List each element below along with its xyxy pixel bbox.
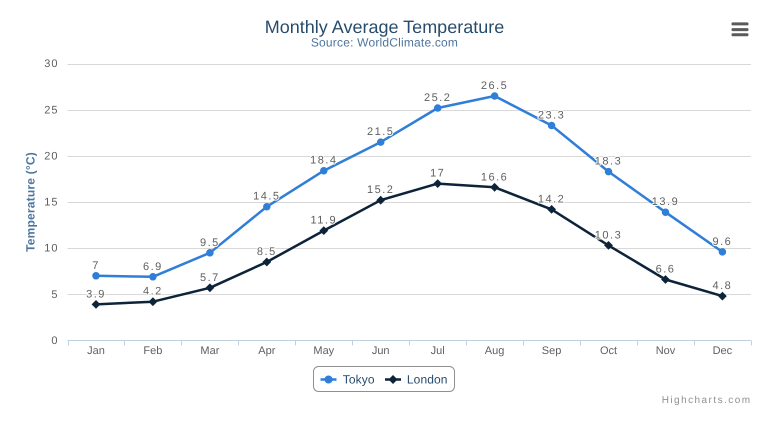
svg-text:16.6: 16.6 (481, 171, 508, 183)
svg-text:20: 20 (44, 150, 58, 162)
svg-text:Jan: Jan (87, 345, 105, 357)
svg-text:23.3: 23.3 (538, 110, 565, 122)
svg-text:6.9: 6.9 (143, 261, 163, 273)
svg-text:15.2: 15.2 (367, 184, 394, 196)
svg-text:0: 0 (51, 335, 58, 347)
svg-text:15: 15 (44, 197, 58, 209)
svg-text:Jul: Jul (431, 345, 445, 357)
svg-text:4.8: 4.8 (713, 280, 733, 292)
svg-text:13.9: 13.9 (652, 196, 679, 208)
svg-text:18.3: 18.3 (595, 156, 622, 168)
svg-text:25.2: 25.2 (424, 92, 451, 104)
svg-text:Tokyo: Tokyo (343, 373, 375, 387)
svg-text:Aug: Aug (485, 345, 505, 357)
svg-text:Temperature (°C): Temperature (°C) (24, 152, 38, 252)
svg-text:11.9: 11.9 (311, 215, 338, 227)
svg-text:Jun: Jun (372, 345, 390, 357)
svg-text:14.2: 14.2 (538, 193, 565, 205)
svg-text:9.5: 9.5 (200, 237, 220, 249)
svg-text:Highcharts.com: Highcharts.com (662, 395, 752, 406)
svg-text:Sep: Sep (542, 345, 562, 357)
svg-text:4.2: 4.2 (143, 286, 163, 298)
svg-text:Source: WorldClimate.com: Source: WorldClimate.com (311, 36, 458, 50)
svg-text:26.5: 26.5 (481, 80, 508, 92)
svg-text:3.9: 3.9 (86, 288, 106, 300)
svg-text:Apr: Apr (258, 345, 275, 357)
svg-text:Dec: Dec (713, 345, 733, 357)
svg-text:30: 30 (44, 58, 58, 70)
svg-text:7: 7 (92, 260, 100, 272)
svg-text:Monthly Average Temperature: Monthly Average Temperature (265, 17, 504, 37)
svg-text:Feb: Feb (143, 345, 162, 357)
svg-text:London: London (407, 373, 448, 387)
svg-text:9.6: 9.6 (713, 236, 733, 248)
svg-text:18.4: 18.4 (310, 155, 337, 167)
svg-text:17: 17 (430, 168, 445, 180)
svg-text:8.5: 8.5 (257, 246, 277, 258)
svg-text:Nov: Nov (656, 345, 676, 357)
svg-text:Mar: Mar (200, 345, 219, 357)
svg-text:10.3: 10.3 (595, 229, 622, 241)
svg-text:21.5: 21.5 (367, 126, 394, 138)
svg-text:25: 25 (44, 104, 58, 116)
svg-text:14.5: 14.5 (253, 191, 280, 203)
svg-text:May: May (313, 345, 334, 357)
svg-text:5.7: 5.7 (200, 272, 220, 284)
svg-text:Oct: Oct (600, 345, 617, 357)
svg-text:10: 10 (44, 243, 58, 255)
svg-text:6.6: 6.6 (656, 264, 676, 276)
svg-text:5: 5 (51, 289, 58, 301)
